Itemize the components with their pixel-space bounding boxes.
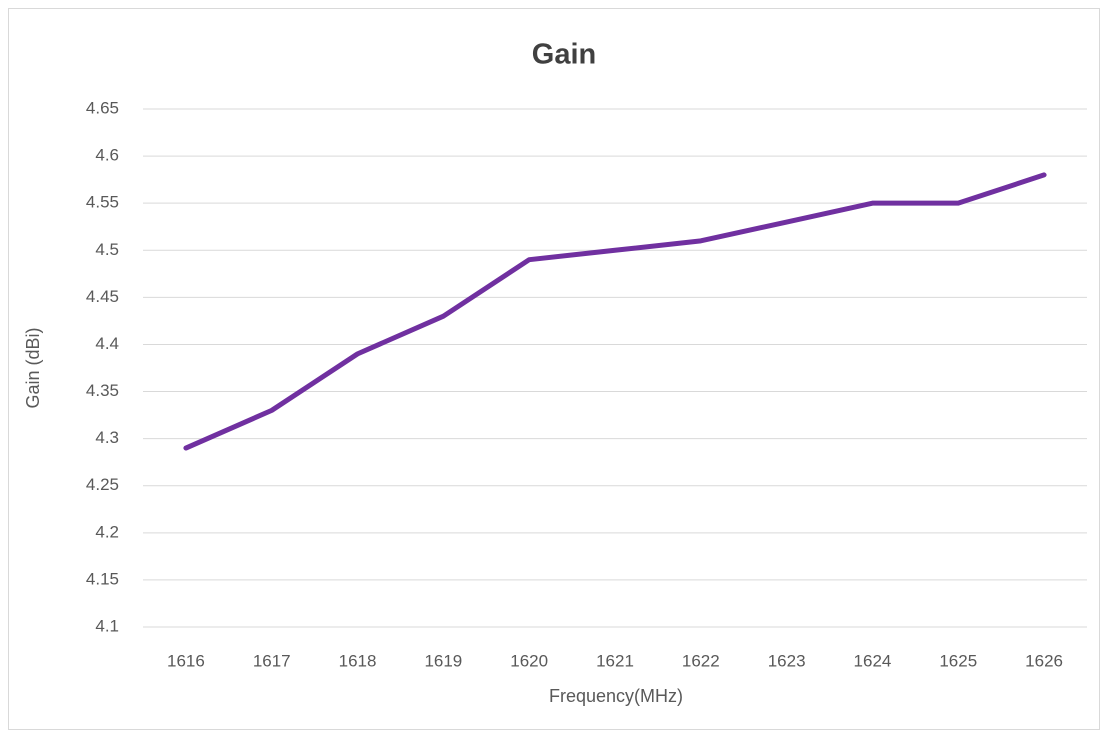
y-tick-label: 4.3: [95, 428, 119, 447]
y-tick-label: 4.65: [86, 98, 119, 117]
x-axis-title: Frequency(MHz): [549, 686, 683, 706]
y-tick-label: 4.2: [95, 522, 119, 541]
x-tick-label: 1623: [768, 651, 806, 670]
x-tick-label: 1624: [854, 651, 892, 670]
y-tick-label: 4.6: [95, 146, 119, 165]
x-tick-label: 1617: [253, 651, 291, 670]
y-tick-label: 4.1: [95, 616, 119, 635]
x-tick-label: 1625: [939, 651, 977, 670]
x-tick-label: 1620: [510, 651, 548, 670]
x-tick-label: 1622: [682, 651, 720, 670]
y-tick-label: 4.4: [95, 334, 119, 353]
y-tick-label: 4.45: [86, 287, 119, 306]
x-tick-label: 1616: [167, 651, 205, 670]
y-tick-label: 4.15: [86, 569, 119, 588]
chart-title: Gain: [532, 39, 596, 71]
chart-frame: [8, 8, 1100, 730]
y-tick-label: 4.25: [86, 475, 119, 494]
x-tick-label: 1621: [596, 651, 634, 670]
x-tick-label: 1626: [1025, 651, 1063, 670]
x-tick-label: 1618: [339, 651, 377, 670]
y-tick-label: 4.5: [95, 240, 119, 259]
y-tick-label: 4.55: [86, 193, 119, 212]
y-tick-label: 4.35: [86, 381, 119, 400]
x-tick-label: 1619: [424, 651, 462, 670]
data-line: [183, 172, 1047, 451]
y-axis-title: Gain (dBi): [23, 327, 43, 408]
